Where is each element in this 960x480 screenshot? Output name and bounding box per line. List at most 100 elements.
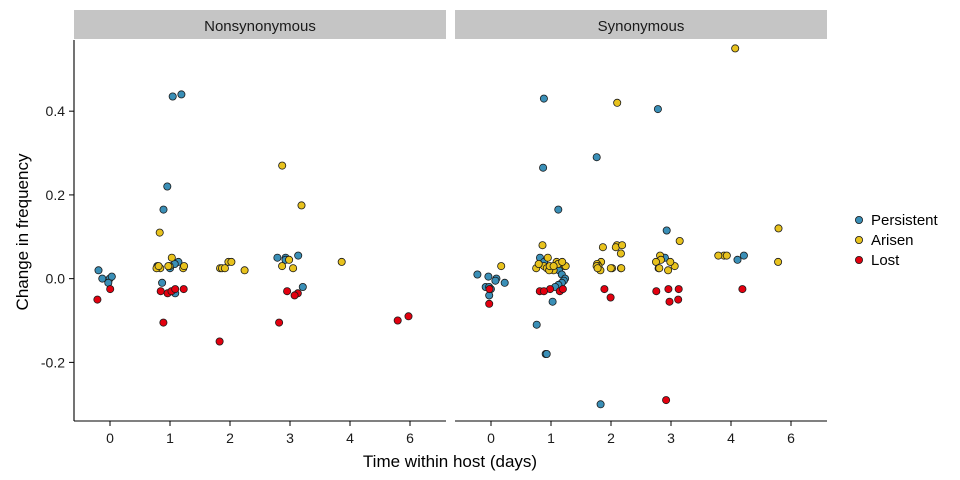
y-tick-label: -0.2 xyxy=(41,354,65,370)
data-point-arisen xyxy=(167,253,176,262)
y-tick-label: 0.4 xyxy=(46,103,66,119)
data-point-arisen xyxy=(616,249,625,258)
data-point-lost xyxy=(93,295,102,304)
x-tick-label: 4 xyxy=(727,430,735,446)
data-point-arisen xyxy=(731,44,740,53)
x-ticks-nonsynonymous: 0 1 2 3 4 6 xyxy=(74,420,446,446)
data-point-arisen xyxy=(549,262,558,271)
data-point-arisen xyxy=(164,262,173,271)
legend-key-persistent xyxy=(855,215,864,224)
x-tick-label: 1 xyxy=(166,430,174,446)
data-point-arisen xyxy=(538,241,547,250)
legend-key-lost xyxy=(855,255,864,264)
data-point-persistent xyxy=(298,282,307,291)
data-point-lost xyxy=(393,316,402,325)
data-point-persistent xyxy=(159,205,168,214)
data-point-arisen xyxy=(664,266,673,275)
data-point-persistent xyxy=(98,274,107,283)
data-point-arisen xyxy=(613,98,622,107)
strip-label-synonymous: Synonymous xyxy=(598,18,685,35)
data-point-lost xyxy=(664,285,673,294)
data-point-lost xyxy=(558,285,567,294)
legend-label-persistent: Persistent xyxy=(871,212,939,229)
data-point-lost xyxy=(606,293,615,302)
data-point-lost xyxy=(156,287,165,296)
data-point-arisen xyxy=(666,257,675,266)
x-tick-label: 0 xyxy=(487,430,495,446)
data-point-arisen xyxy=(774,257,783,266)
x-tick-label: 0 xyxy=(106,430,114,446)
data-point-persistent xyxy=(733,255,742,264)
data-point-lost xyxy=(600,285,609,294)
data-point-persistent xyxy=(596,400,605,409)
data-point-arisen xyxy=(155,228,164,237)
data-point-arisen xyxy=(220,264,229,273)
data-point-persistent xyxy=(548,297,557,306)
strip-synonymous xyxy=(455,10,827,39)
x-tick-label: 2 xyxy=(607,430,615,446)
data-point-arisen xyxy=(714,251,723,260)
data-point-persistent xyxy=(168,92,177,101)
data-point-lost xyxy=(652,287,661,296)
data-point-arisen xyxy=(598,243,607,252)
data-point-arisen xyxy=(227,257,236,266)
data-point-arisen xyxy=(618,241,627,250)
x-tick-label: 3 xyxy=(286,430,294,446)
data-point-lost xyxy=(674,285,683,294)
data-point-persistent xyxy=(539,94,548,103)
data-point-arisen xyxy=(337,257,346,266)
data-point-arisen xyxy=(289,264,298,273)
data-point-arisen xyxy=(655,264,664,273)
panel-synonymous: Synonymous 0 1 2 3 4 6 xyxy=(455,10,827,446)
data-point-lost xyxy=(404,312,413,321)
data-point-lost xyxy=(283,287,292,296)
data-point-lost xyxy=(215,337,224,346)
data-point-lost xyxy=(662,396,671,405)
y-tick-label: 0.0 xyxy=(46,271,66,287)
legend-key-arisen xyxy=(855,235,864,244)
data-point-arisen xyxy=(285,255,294,264)
data-point-persistent xyxy=(500,278,509,287)
points-synonymous xyxy=(473,44,783,409)
data-point-arisen xyxy=(558,257,567,266)
x-tick-label: 6 xyxy=(406,430,414,446)
data-point-lost xyxy=(665,297,674,306)
data-point-lost xyxy=(179,285,188,294)
data-point-persistent xyxy=(484,272,493,281)
y-axis-title: Change in frequency xyxy=(13,153,32,310)
data-point-arisen xyxy=(497,262,506,271)
data-point-lost xyxy=(171,285,180,294)
data-point-persistent xyxy=(739,251,748,260)
data-point-persistent xyxy=(653,105,662,114)
legend-label-arisen: Arisen xyxy=(871,232,914,249)
data-point-persistent xyxy=(491,276,500,285)
data-point-arisen xyxy=(774,224,783,233)
y-tick-label: 0.2 xyxy=(46,187,66,203)
data-point-persistent xyxy=(532,320,541,329)
x-axis-title: Time within host (days) xyxy=(363,452,537,471)
data-point-persistent xyxy=(592,153,601,162)
data-point-persistent xyxy=(107,272,116,281)
data-point-arisen xyxy=(675,236,684,245)
data-point-arisen xyxy=(278,262,287,271)
x-tick-label: 4 xyxy=(346,430,354,446)
data-point-lost xyxy=(106,285,115,294)
legend: Persistent Arisen Lost xyxy=(855,212,939,269)
x-tick-label: 1 xyxy=(547,430,555,446)
data-point-lost xyxy=(485,299,494,308)
data-point-lost xyxy=(275,318,284,327)
data-point-persistent xyxy=(177,90,186,99)
data-point-persistent xyxy=(539,163,548,172)
x-tick-label: 2 xyxy=(226,430,234,446)
data-point-persistent xyxy=(542,349,551,358)
legend-label-lost: Lost xyxy=(871,252,900,269)
data-point-persistent xyxy=(158,278,167,287)
data-point-arisen xyxy=(240,266,249,275)
data-point-lost xyxy=(159,318,168,327)
data-point-arisen xyxy=(154,262,163,271)
data-point-persistent xyxy=(273,253,282,262)
x-ticks-synonymous: 0 1 2 3 4 6 xyxy=(455,420,827,446)
data-point-arisen xyxy=(617,264,626,273)
data-point-arisen xyxy=(297,201,306,210)
